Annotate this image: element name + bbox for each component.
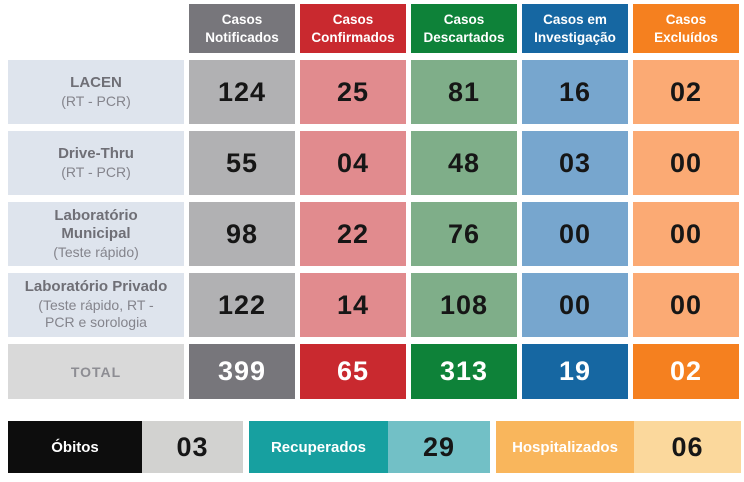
summary-obitos: Óbitos 03 (8, 421, 243, 473)
cell-total-descartados: 313 (411, 344, 517, 399)
row-subtitle: (Teste rápido, RT - PCR e sorologia (38, 296, 154, 331)
cell-drivethru-confirmados: 04 (300, 131, 406, 195)
cell-labprivado-confirmados: 14 (300, 273, 406, 337)
row-label-drive-thru: Drive-Thru (RT - PCR) (8, 131, 184, 195)
column-header-casos-confirmados: Casos Confirmados (300, 4, 406, 53)
row-subtitle: (RT - PCR) (61, 92, 131, 109)
cell-drivethru-descartados: 48 (411, 131, 517, 195)
cell-lacen-excluidos: 02 (633, 60, 739, 124)
cell-lacen-confirmados: 25 (300, 60, 406, 124)
cell-labprivado-investigacao: 00 (522, 273, 628, 337)
column-header-casos-em-investigacao: Casos em Investigação (522, 4, 628, 53)
cell-total-confirmados: 65 (300, 344, 406, 399)
row-label-laboratorio-privado: Laboratório Privado (Teste rápido, RT - … (8, 273, 184, 337)
summary-hospitalizados: Hospitalizados 06 (496, 421, 741, 473)
cell-total-investigacao: 19 (522, 344, 628, 399)
total-row-label: TOTAL (8, 344, 184, 399)
row-subtitle: (Teste rápido) (53, 244, 139, 260)
cell-total-excluidos: 02 (633, 344, 739, 399)
row-name: LACEN (70, 73, 122, 91)
cell-lacen-notificados: 124 (189, 60, 295, 124)
hospitalizados-value: 06 (634, 421, 741, 473)
cell-drivethru-investigacao: 03 (522, 131, 628, 195)
column-header-casos-excluidos: Casos Excluídos (633, 4, 739, 53)
cell-labmunicipal-descartados: 76 (411, 202, 517, 266)
hospitalizados-label: Hospitalizados (496, 421, 634, 473)
cell-labprivado-notificados: 122 (189, 273, 295, 337)
row-name: Laboratório Privado (24, 278, 168, 296)
cell-labprivado-descartados: 108 (411, 273, 517, 337)
obitos-value: 03 (142, 421, 243, 473)
summary-recuperados: Recuperados 29 (249, 421, 490, 473)
cell-labmunicipal-investigacao: 00 (522, 202, 628, 266)
cell-labmunicipal-notificados: 98 (189, 202, 295, 266)
cell-lacen-descartados: 81 (411, 60, 517, 124)
cases-table: Casos Notificados Casos Confirmados Caso… (8, 4, 739, 399)
row-name: Laboratório Municipal (54, 206, 138, 243)
cell-drivethru-notificados: 55 (189, 131, 295, 195)
row-subtitle: (RT - PCR) (61, 163, 131, 180)
cell-labprivado-excluidos: 00 (633, 273, 739, 337)
cell-total-notificados: 399 (189, 344, 295, 399)
cell-labmunicipal-confirmados: 22 (300, 202, 406, 266)
obitos-label: Óbitos (8, 421, 142, 473)
recuperados-value: 29 (388, 421, 490, 473)
cell-labmunicipal-excluidos: 00 (633, 202, 739, 266)
row-label-lacen: LACEN (RT - PCR) (8, 60, 184, 124)
cell-drivethru-excluidos: 00 (633, 131, 739, 195)
recuperados-label: Recuperados (249, 421, 388, 473)
cell-lacen-investigacao: 16 (522, 60, 628, 124)
table-corner-spacer (8, 4, 184, 53)
row-label-laboratorio-municipal: Laboratório Municipal (Teste rápido) (8, 202, 184, 266)
column-header-casos-descartados: Casos Descartados (411, 4, 517, 53)
summary-strip: Óbitos 03 Recuperados 29 Hospitalizados … (8, 421, 741, 473)
row-name: Drive-Thru (58, 144, 134, 162)
column-header-casos-notificados: Casos Notificados (189, 4, 295, 53)
